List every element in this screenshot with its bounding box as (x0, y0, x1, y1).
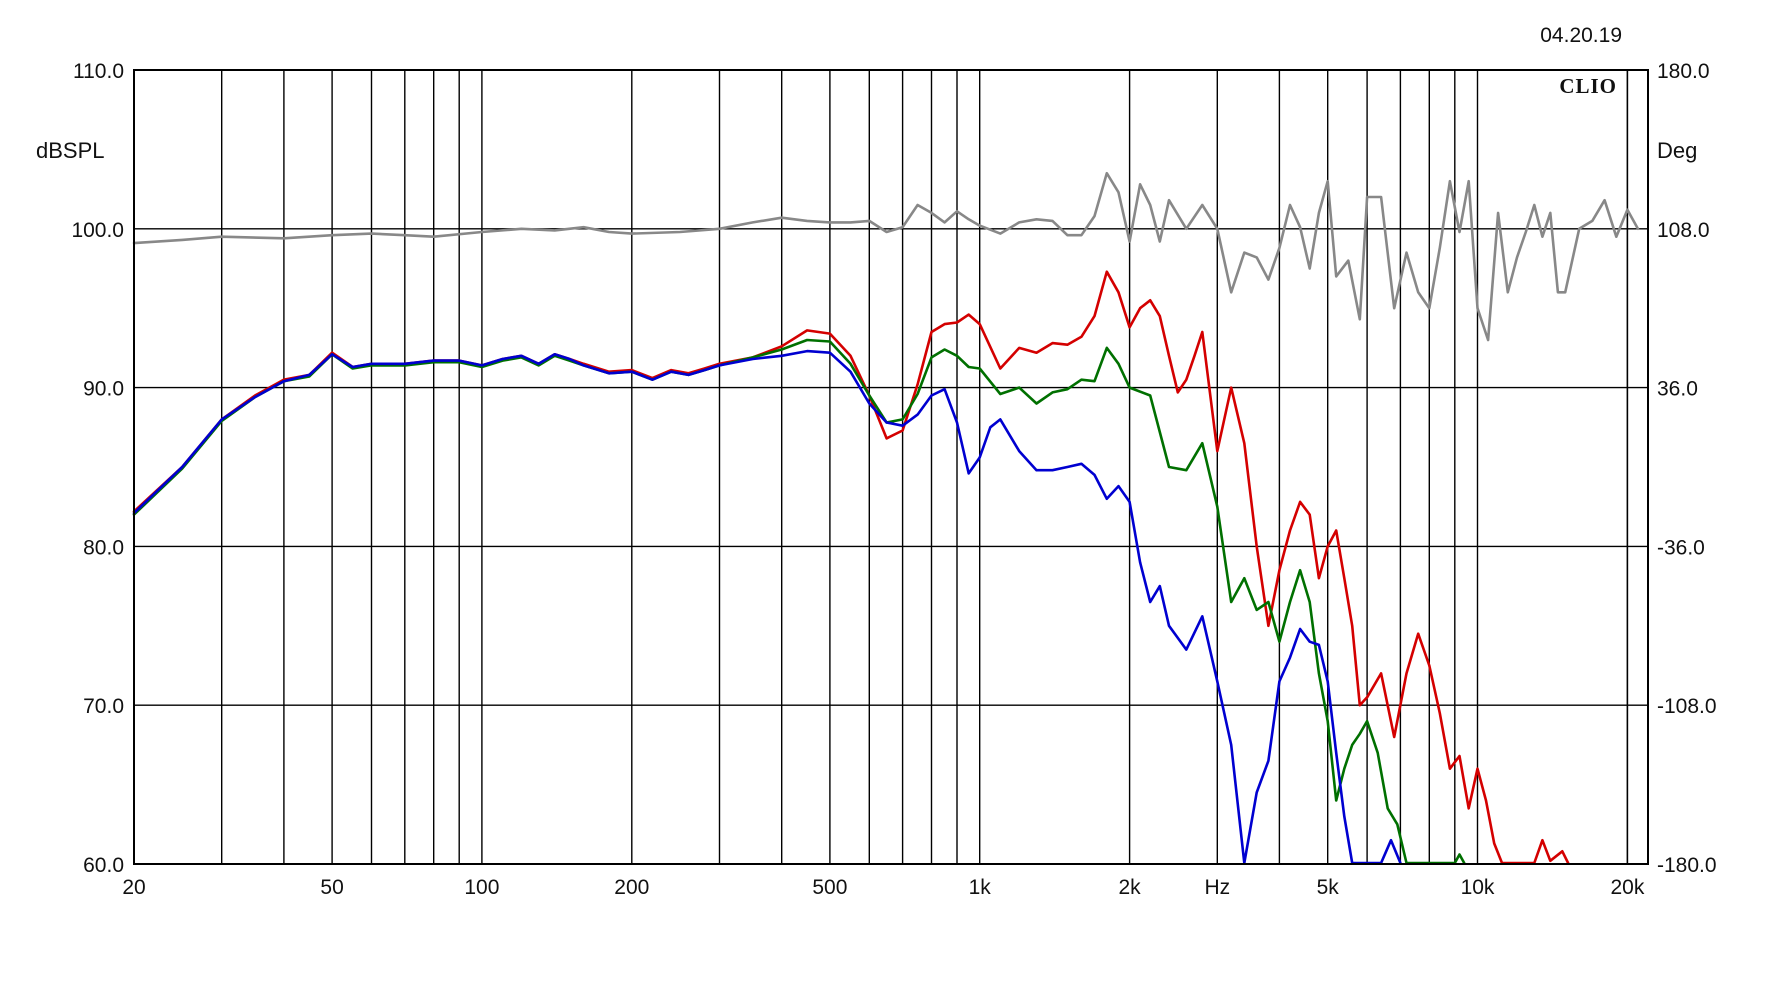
x-tick-label: 10k (1461, 876, 1495, 899)
y-tick-label: 100.0 (71, 219, 124, 242)
x-tick-label: 100 (464, 876, 499, 899)
y-tick-label: 90.0 (83, 378, 124, 401)
y-right-tick-labels: -180.0 -108.0 -36.0 36.0 108.0 180.0 (1657, 60, 1717, 877)
series-group (132, 171, 1640, 865)
x-tick-label: 5k (1317, 876, 1340, 899)
y-right-tick-label: -36.0 (1657, 536, 1705, 559)
y-right-tick-label: 180.0 (1657, 60, 1710, 83)
y-tick-label: 80.0 (83, 536, 124, 559)
y-right-tick-label: 108.0 (1657, 219, 1710, 242)
y-right-tick-label: -108.0 (1657, 695, 1717, 718)
series-line-4 (132, 349, 1402, 865)
series-line-3 (132, 338, 1466, 865)
clio-logo: CLIO (1559, 74, 1617, 98)
plot-frame (133, 69, 1649, 865)
x-tick-label: 200 (614, 876, 649, 899)
y-axis-label: dBSPL (36, 138, 105, 163)
y-tick-label: 70.0 (83, 695, 124, 718)
x-tick-label: 500 (812, 876, 847, 899)
y-right-tick-label: 36.0 (1657, 378, 1698, 401)
measurement-date: 04.20.19 (1540, 24, 1622, 47)
grid-lines (134, 70, 1648, 864)
y-tick-label: 110.0 (73, 60, 124, 83)
y-tick-labels: 60.0 70.0 80.0 90.0 100.0 110.0 (71, 60, 124, 877)
x-tick-label: 20 (122, 876, 145, 899)
x-tick-label: 2k (1119, 876, 1142, 899)
y-right-tick-label: -180.0 (1657, 854, 1717, 877)
x-tick-label: Hz (1204, 876, 1230, 899)
y-tick-label: 60.0 (83, 854, 124, 877)
y-axis-right-label: Deg (1657, 138, 1697, 163)
x-tick-labels: 20 50 100 200 500 1k 2k Hz 5k 10k 20k (122, 876, 1645, 899)
x-tick-label: 50 (320, 876, 343, 899)
x-tick-label: 1k (969, 876, 992, 899)
series-line-1 (132, 171, 1640, 342)
x-tick-label: 20k (1610, 876, 1644, 899)
